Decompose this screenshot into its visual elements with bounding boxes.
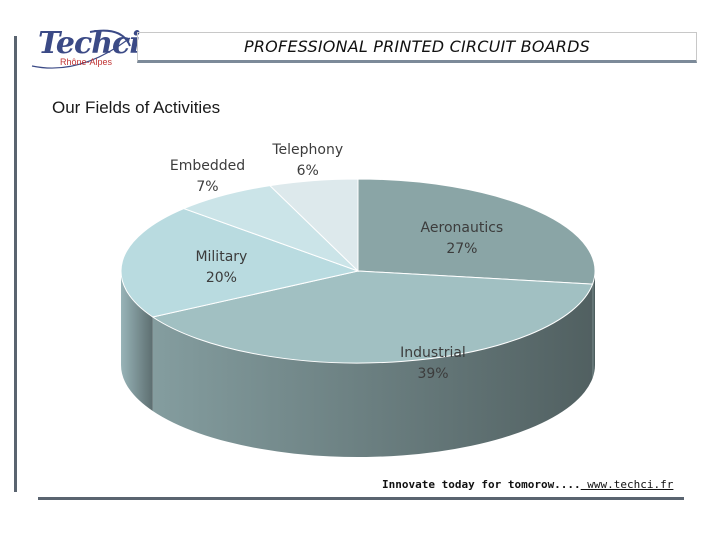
- website-link[interactable]: www.techci.fr: [580, 478, 674, 491]
- pie-slice-telephony: [268, 178, 359, 273]
- pie-slice-industrial: [151, 270, 594, 364]
- pie-side-industrial: [152, 284, 593, 457]
- footer-tagline: Innovate today for tomorow....: [382, 478, 581, 491]
- logo-subtitle: Rhône-Alpes: [60, 57, 113, 67]
- slice-value-telephony: 6%: [297, 163, 319, 179]
- footer: Innovate today for tomorow.... www.techc…: [382, 478, 673, 491]
- pie-side-walls: [121, 271, 595, 457]
- header-banner: PROFESSIONAL PRINTED CIRCUIT BOARDS: [137, 32, 697, 63]
- page-title: PROFESSIONAL PRINTED CIRCUIT BOARDS: [244, 37, 590, 56]
- slice-value-industrial: 39%: [417, 366, 448, 382]
- pie-slice-embedded: [182, 185, 359, 272]
- left-rule: [14, 36, 17, 492]
- slice-label-telephony: Telephony: [271, 142, 343, 158]
- slice-label-aeronautics: Aeronautics: [421, 220, 504, 236]
- pie-slice-aeronautics: [357, 178, 596, 285]
- section-title: Our Fields of Activities: [52, 98, 221, 117]
- techci-logo: Techci Rhône-Alpes: [30, 26, 141, 74]
- logo-text: Techci: [38, 26, 141, 61]
- slice-label-embedded: Embedded: [170, 158, 245, 174]
- slice-label-military: Military: [195, 249, 247, 265]
- pie-side-military: [121, 271, 153, 411]
- slice-value-aeronautics: 27%: [446, 241, 477, 257]
- logo-swoosh-icon: [31, 29, 131, 69]
- pie-side-aeronautics: [592, 271, 595, 379]
- pie-slice-military: [120, 208, 360, 318]
- slice-value-embedded: 7%: [196, 179, 218, 195]
- slice-value-military: 20%: [206, 270, 237, 286]
- bottom-rule: [38, 497, 684, 500]
- slice-label-industrial: Industrial: [400, 345, 466, 361]
